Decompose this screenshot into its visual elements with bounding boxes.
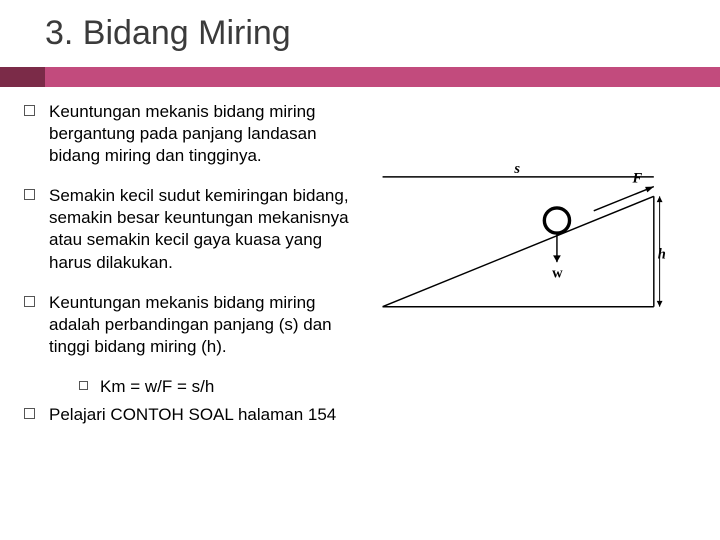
list-item: Keuntungan mekanis bidang miring adalah … bbox=[24, 292, 359, 358]
square-bullet-icon bbox=[24, 189, 35, 200]
square-bullet-icon bbox=[79, 381, 88, 390]
sub-list-item: Km = w/F = s/h bbox=[79, 376, 359, 398]
svg-text:w: w bbox=[552, 266, 563, 282]
content-area: Keuntungan mekanis bidang miring bergant… bbox=[0, 101, 720, 426]
svg-text:s: s bbox=[513, 161, 520, 177]
bullet-text: Pelajari CONTOH SOAL halaman 154 bbox=[49, 404, 359, 426]
svg-text:h: h bbox=[658, 246, 666, 262]
divider-left bbox=[0, 67, 45, 87]
inclined-plane-diagram: s Fh w bbox=[369, 141, 679, 331]
list-item: Keuntungan mekanis bidang miring bergant… bbox=[24, 101, 359, 167]
square-bullet-icon bbox=[24, 105, 35, 116]
page-title: 3. Bidang Miring bbox=[0, 0, 720, 67]
square-bullet-icon bbox=[24, 296, 35, 307]
bullet-text: Keuntungan mekanis bidang miring adalah … bbox=[49, 292, 359, 358]
svg-text:F: F bbox=[632, 171, 643, 187]
divider-right bbox=[45, 67, 720, 87]
formula-text: Km = w/F = s/h bbox=[100, 376, 214, 398]
list-item: Semakin kecil sudut kemiringan bidang, s… bbox=[24, 185, 359, 273]
bullet-text: Keuntungan mekanis bidang miring bergant… bbox=[49, 101, 359, 167]
list-item: Pelajari CONTOH SOAL halaman 154 bbox=[24, 404, 359, 426]
bullet-text: Semakin kecil sudut kemiringan bidang, s… bbox=[49, 185, 359, 273]
bullets-column: Keuntungan mekanis bidang miring bergant… bbox=[24, 101, 359, 426]
diagram-column: s Fh w bbox=[359, 101, 710, 426]
square-bullet-icon bbox=[24, 408, 35, 419]
accent-divider bbox=[0, 67, 720, 87]
